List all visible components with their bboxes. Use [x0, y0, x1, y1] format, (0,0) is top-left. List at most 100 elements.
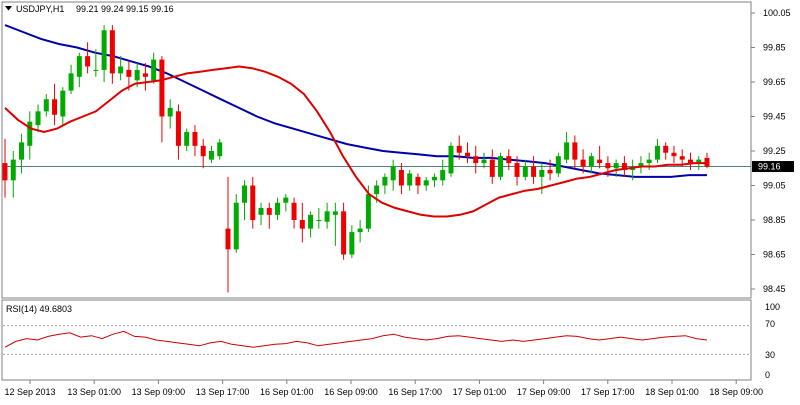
candle-body	[489, 159, 495, 177]
candle-body	[233, 202, 239, 250]
candle-body	[514, 163, 520, 177]
time-tick-label: 13 Sep 09:00	[132, 387, 186, 397]
candle-body	[159, 59, 165, 117]
candle-body	[679, 156, 685, 160]
candle-body	[365, 194, 371, 229]
candle-body	[646, 159, 652, 164]
candle-body	[696, 159, 702, 164]
candle-body	[654, 145, 660, 160]
current-price-tag	[752, 161, 794, 173]
rsi-tick-100: 100	[765, 302, 780, 312]
candle-body	[126, 69, 132, 77]
candle-body	[597, 159, 603, 164]
rsi-layer	[3, 325, 751, 355]
time-tick-label: 13 Sep 17:00	[196, 387, 250, 397]
candle-body	[572, 142, 578, 160]
candle-body	[250, 185, 256, 220]
candle-body	[217, 142, 223, 157]
candle-body	[621, 163, 627, 170]
candle-body	[506, 156, 512, 164]
candle-body	[109, 30, 115, 74]
main-chart-frame	[1, 1, 752, 299]
time-tick-label: 18 Sep 09:00	[709, 387, 763, 397]
candle-body	[663, 145, 669, 153]
candle-body	[671, 152, 677, 157]
candle-body	[275, 202, 281, 215]
candle-body	[481, 159, 487, 164]
candle-body	[357, 228, 363, 233]
candle-body	[341, 211, 347, 255]
price-tick-label: 98.85	[763, 215, 786, 225]
candle-body	[555, 156, 561, 174]
time-tick-label: 18 Sep 01:00	[645, 387, 699, 397]
ma-slow-layer	[4, 24, 707, 178]
price-tick-label: 98.65	[763, 250, 786, 260]
candle-body	[43, 99, 49, 112]
time-tick-label: 13 Sep 01:00	[67, 387, 121, 397]
time-tick-label: 12 Sep 2013	[4, 387, 55, 397]
price-tick-label: 99.05	[763, 181, 786, 191]
candle-body	[142, 73, 148, 77]
candle-body	[464, 152, 470, 157]
candle-body	[242, 185, 248, 203]
candle-body	[27, 121, 33, 146]
candle-body	[299, 220, 305, 229]
candle-body	[398, 169, 404, 186]
candle-body	[531, 166, 537, 177]
candle-body	[539, 169, 545, 177]
candle-body	[60, 90, 66, 117]
candle-body	[498, 156, 504, 177]
rsi-line	[4, 330, 708, 348]
price-tick-label: 99.25	[763, 146, 786, 156]
rsi-label: RSI(14) 49.6803	[6, 304, 72, 314]
dropdown-triangle-icon[interactable]	[5, 6, 12, 11]
candle-body	[167, 107, 173, 117]
candle-body	[605, 163, 611, 169]
candle-body	[184, 132, 190, 146]
candle-body	[200, 145, 206, 157]
candle-body	[151, 59, 157, 81]
candle-body	[19, 142, 25, 160]
candle-body	[349, 232, 355, 255]
candle-body	[687, 159, 693, 164]
candle-body	[134, 69, 140, 81]
candle-body	[473, 156, 479, 164]
candle-body	[440, 169, 446, 181]
ma-slow-line	[4, 24, 707, 178]
candle-body	[85, 56, 91, 67]
candle-body	[291, 202, 297, 220]
candle-body	[374, 185, 380, 195]
candle-body	[225, 228, 231, 250]
rsi-tick-0: 0	[765, 370, 770, 380]
candle-body	[324, 211, 330, 222]
ohlc-readout: 99.21 99.24 99.15 99.16	[76, 4, 174, 14]
candle-body	[76, 56, 82, 77]
candle-body	[175, 111, 181, 146]
candle-body	[456, 145, 462, 153]
candle-body	[10, 159, 16, 181]
price-tick-label: 98.45	[763, 284, 786, 294]
candle-body	[118, 66, 124, 74]
candle-body	[580, 159, 586, 167]
current-price-label: 99.16	[758, 162, 781, 172]
candle-body	[192, 132, 198, 146]
candle-body	[448, 145, 454, 174]
candle-body	[258, 207, 264, 215]
price-tick-label: 99.85	[763, 43, 786, 53]
price-tick-label: 99.45	[763, 112, 786, 122]
candle-body	[316, 220, 322, 221]
candle-body	[68, 73, 74, 91]
candle-body	[308, 214, 314, 229]
candle-body	[638, 163, 644, 167]
candles-layer	[2, 25, 710, 293]
ma-fast-layer	[4, 65, 707, 218]
candle-body	[423, 180, 429, 186]
candle-body	[382, 176, 388, 186]
candle-body	[588, 156, 594, 167]
candle-body	[407, 173, 413, 186]
candle-body	[431, 176, 437, 181]
candle-body	[390, 166, 396, 181]
candle-body	[208, 151, 214, 160]
